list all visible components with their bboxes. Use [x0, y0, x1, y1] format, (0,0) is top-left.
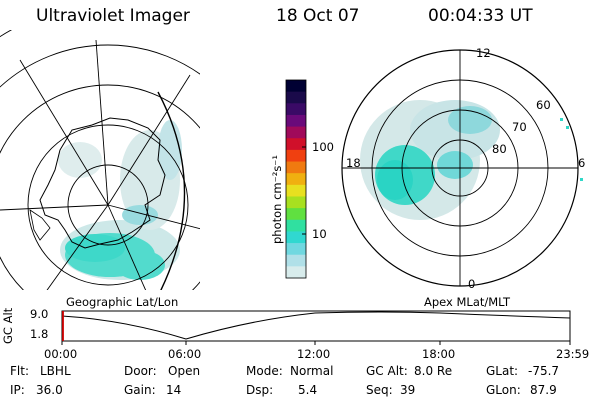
mlat-60-label: 60	[536, 98, 551, 112]
colorbar-stripe	[286, 266, 306, 279]
ip-value: 36.0	[36, 383, 63, 397]
door-value: Open	[168, 364, 201, 378]
colorbar-stripe	[286, 161, 306, 174]
glon-label: GLon:	[486, 383, 521, 397]
colorbar	[285, 79, 307, 279]
apex-dots	[560, 118, 583, 181]
geographic-map	[0, 30, 200, 290]
colorbar-stripe	[286, 243, 306, 256]
altitude-xtick-0: 00:00	[44, 347, 78, 361]
gain-label: Gain:	[124, 383, 156, 397]
mode-label: Mode:	[246, 364, 283, 378]
colorbar-stripe	[286, 231, 306, 244]
colorbar-stripe	[286, 91, 306, 104]
gain-value: 14	[166, 383, 182, 397]
colorbar-stripe	[286, 208, 306, 221]
apex-aurora	[360, 100, 500, 220]
altitude-xtick-4: 23:59	[556, 347, 590, 361]
glat-label: GLat:	[486, 364, 519, 378]
geo-aurora	[58, 120, 182, 280]
mlt-0-label: 0	[468, 277, 476, 291]
seq-value: 39	[400, 383, 416, 397]
colorbar-stripe	[286, 138, 306, 151]
apex-grid	[341, 49, 579, 287]
colorbar-stripe	[286, 126, 306, 139]
geo-grid	[0, 30, 200, 290]
mlat-80-label: 80	[492, 142, 507, 156]
mlat-70-label: 70	[512, 120, 527, 134]
dsp-label: Dsp:	[246, 383, 274, 397]
altitude-plot	[61, 310, 571, 345]
colorbar-stripe	[286, 114, 306, 128]
seq-label: Seq:	[366, 383, 393, 397]
colorbar-unit-label: photon cm⁻²s⁻¹	[270, 155, 284, 244]
altitude-curve	[61, 311, 571, 340]
gc-alt-label: GC Alt:	[366, 364, 408, 378]
filter-label: Flt:	[10, 364, 29, 378]
glon-value: 87.9	[530, 383, 557, 397]
colorbar-stripe	[286, 219, 306, 232]
time-label: 00:04:33 UT	[428, 6, 533, 26]
apex-polar-plot	[341, 49, 583, 287]
dsp-value: 5.4	[298, 383, 318, 397]
ip-label: IP:	[10, 383, 25, 397]
apex-panel-label: Apex MLat/MLT	[424, 295, 511, 309]
geographic-panel-label: Geographic Lat/Lon	[66, 295, 179, 309]
colorbar-tick-100: 100	[312, 140, 334, 154]
altitude-ytick-max: 9.0	[30, 307, 49, 321]
colorbar-stripe	[286, 103, 306, 116]
colorbar-tick-10: 10	[312, 227, 327, 241]
colorbar-stripe	[286, 254, 306, 267]
peninsula-outline	[29, 209, 51, 241]
altitude-xtick-3: 18:00	[422, 347, 456, 361]
glat-value: -75.7	[528, 364, 560, 378]
mlt-6-label: 6	[578, 156, 586, 170]
instrument-title: Ultraviolet Imager	[36, 6, 190, 26]
altitude-ytick-min: 1.8	[30, 327, 49, 341]
filter-value: LBHL	[40, 364, 71, 378]
date-label: 18 Oct 07	[276, 6, 360, 26]
colorbar-stripe	[286, 149, 306, 163]
mlt-12-label: 12	[476, 46, 491, 60]
earth-limb	[157, 91, 186, 290]
colorbar-stripe	[286, 184, 306, 197]
altitude-ylabel: GC Alt	[1, 307, 15, 344]
altitude-xtick-1: 06:00	[168, 347, 202, 361]
colorbar-stripe	[286, 196, 306, 209]
colorbar-stripe	[286, 80, 306, 93]
coastline	[39, 117, 166, 249]
door-label: Door:	[124, 364, 157, 378]
colorbar-stripe	[286, 173, 306, 186]
gc-alt-value: 8.0 Re	[414, 364, 453, 378]
mode-value: Normal	[290, 364, 334, 378]
altitude-xtick-2: 12:00	[297, 347, 331, 361]
mlt-18-label: 18	[346, 156, 361, 170]
